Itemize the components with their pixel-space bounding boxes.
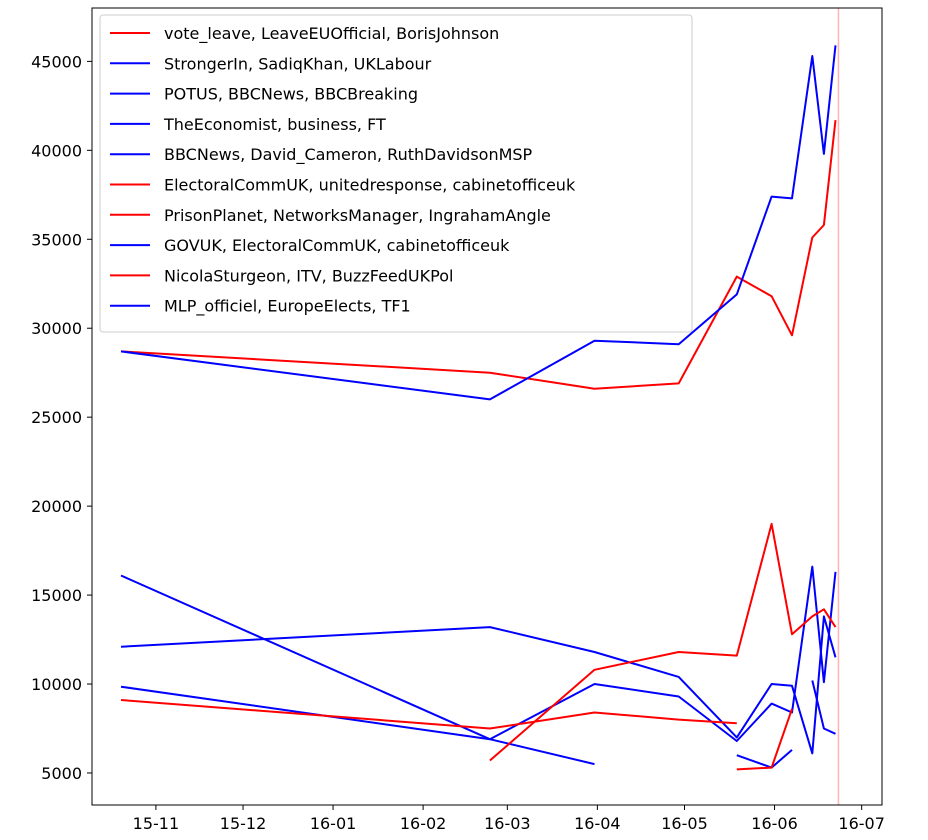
x-tick-label: 16-01 (310, 814, 357, 833)
series-layer (120, 45, 837, 771)
y-tick-label: 35000 (31, 230, 82, 249)
legend-box (99, 14, 693, 333)
x-tick-label: 16-06 (751, 814, 798, 833)
x-tick-label: 16-03 (484, 814, 531, 833)
y-tick-label: 40000 (31, 141, 82, 160)
y-tick-label: 10000 (31, 675, 82, 694)
y-tick-label: 30000 (31, 319, 82, 338)
legend-label: vote_leave, LeaveEUOfficial, BorisJohnso… (164, 24, 499, 44)
legend-label: NicolaSturgeon, ITV, BuzzFeedUKPol (164, 266, 453, 285)
legend-label: StrongerIn, SadiqKhan, UKLabour (164, 54, 432, 73)
series-line-4 (120, 615, 837, 755)
legend-label: BBCNews, David_Cameron, RuthDavidsonMSP (164, 145, 533, 165)
x-tick-label: 16-07 (838, 814, 885, 833)
y-tick-label: 25000 (31, 408, 82, 427)
y-tick-label: 20000 (31, 497, 82, 516)
legend-label: PrisonPlanet, NetworksManager, IngrahamA… (164, 206, 551, 225)
series-line-2 (120, 45, 837, 401)
y-tick-label: 45000 (31, 52, 82, 71)
series-line-10 (811, 680, 836, 735)
x-tick-label: 16-04 (574, 814, 621, 833)
x-axis: 15-11 15-12 16-01 16-02 16-03 16-04 16-05 16-06… (133, 805, 885, 833)
legend-label: TheEconomist, business, FT (163, 115, 386, 134)
x-tick-label: 16-02 (400, 814, 447, 833)
series-line-1 (120, 119, 837, 390)
series-line-6 (120, 699, 737, 730)
x-tick-label: 16-05 (661, 814, 708, 833)
series-line-7 (489, 522, 837, 762)
legend: vote_leave, LeaveEUOfficial, BorisJohnso… (99, 14, 693, 333)
y-tick-label: 5000 (41, 764, 82, 783)
legend-label: ElectoralCommUK, unitedresponse, cabinet… (164, 176, 576, 195)
x-tick-label: 15-12 (220, 814, 267, 833)
legend-label: POTUS, BBCNews, BBCBreaking (164, 85, 418, 104)
plot-frame (91, 7, 883, 806)
y-axis: 5000 10000 15000 20000 25000 30000 35000 40000 4… (31, 52, 92, 783)
series-line-9 (736, 708, 793, 771)
legend-label: GOVUK, ElectoralCommUK, cabinetofficeuk (164, 236, 510, 255)
series-line-5 (120, 565, 837, 742)
y-tick-label: 15000 (31, 586, 82, 605)
legend-label: MLP_officiel, EuropeElects, TF1 (164, 297, 411, 317)
x-tick-label: 15-11 (133, 814, 180, 833)
